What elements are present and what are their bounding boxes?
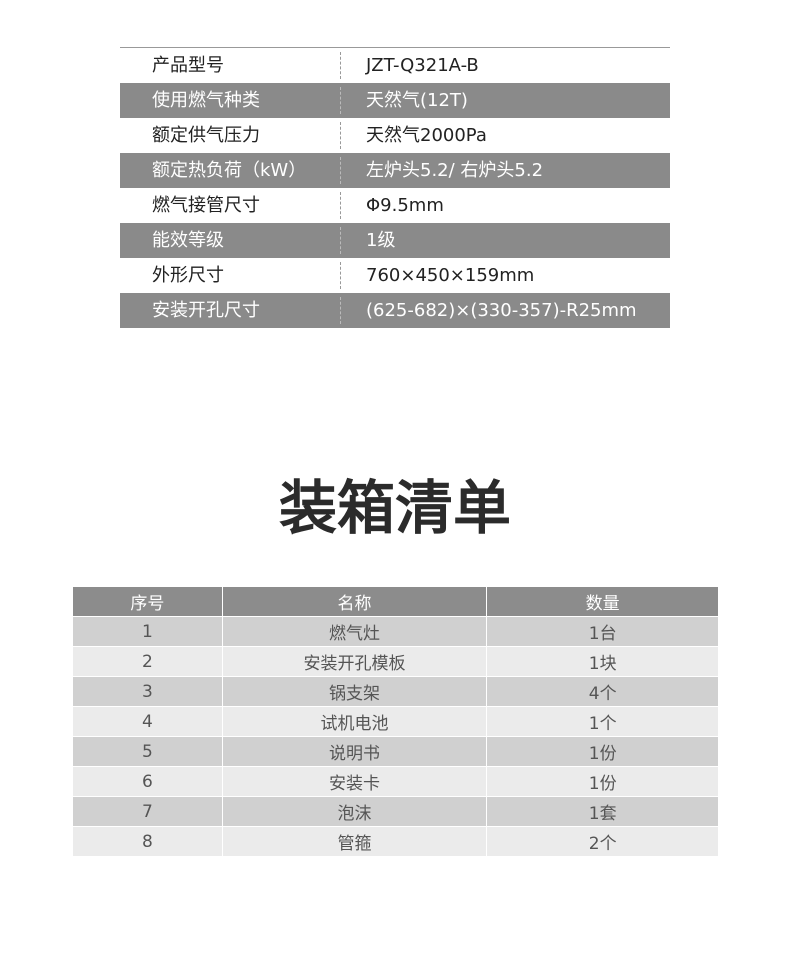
header-cell: 序号 bbox=[72, 586, 223, 617]
spec-row: 能效等级 1级 bbox=[120, 223, 670, 258]
spec-label: 使用燃气种类 bbox=[152, 90, 260, 111]
packing-table: 序号 名称 数量 1 燃气灶 1台 2 安装开孔模板 1块 3 锅支架 4个 4 试机电池 1个 5 说明书 1… bbox=[72, 586, 719, 857]
packing-title: 装箱清单 bbox=[278, 474, 511, 542]
header-cell: 数量 bbox=[486, 586, 719, 617]
divider bbox=[340, 262, 341, 289]
divider bbox=[340, 227, 341, 254]
cell: 安装开孔模板 bbox=[221, 646, 488, 677]
packing-row: 1 燃气灶 1台 bbox=[72, 616, 719, 647]
spec-row: 额定热负荷（kW） 左炉头5.2/ 右炉头5.2 bbox=[120, 153, 670, 188]
cell: 1 bbox=[72, 616, 223, 647]
cell: 4个 bbox=[486, 676, 719, 707]
divider bbox=[340, 52, 341, 79]
cell: 安装卡 bbox=[221, 766, 488, 797]
cell: 4 bbox=[72, 706, 223, 737]
cell: 试机电池 bbox=[221, 706, 488, 737]
divider bbox=[340, 122, 341, 149]
spec-value: Φ9.5mm bbox=[366, 195, 444, 216]
cell: 管箍 bbox=[221, 826, 488, 857]
spec-value: 天然气(12T) bbox=[366, 90, 468, 111]
spec-value: 760×450×159mm bbox=[366, 265, 535, 286]
cell: 8 bbox=[72, 826, 223, 857]
cell: 1个 bbox=[486, 706, 719, 737]
spec-label: 能效等级 bbox=[152, 230, 224, 251]
spec-row: 安装开孔尺寸 (625-682)×(330-357)-R25mm bbox=[120, 293, 670, 328]
cell: 2 bbox=[72, 646, 223, 677]
divider bbox=[340, 157, 341, 184]
header-row: 序号 名称 数量 bbox=[72, 586, 719, 617]
spec-row: 产品型号 JZT-Q321A-B bbox=[120, 48, 670, 83]
spec-label: 额定热负荷（kW） bbox=[152, 160, 307, 181]
cell: 锅支架 bbox=[221, 676, 488, 707]
divider bbox=[340, 297, 341, 324]
cell: 燃气灶 bbox=[221, 616, 488, 647]
packing-row: 2 安装开孔模板 1块 bbox=[72, 646, 719, 677]
cell: 2个 bbox=[486, 826, 719, 857]
packing-row: 3 锅支架 4个 bbox=[72, 676, 719, 707]
spec-label: 额定供气压力 bbox=[152, 125, 260, 146]
spec-value: 天然气2000Pa bbox=[366, 125, 487, 146]
spec-value: (625-682)×(330-357)-R25mm bbox=[366, 300, 637, 321]
spec-value: 左炉头5.2/ 右炉头5.2 bbox=[366, 160, 544, 181]
header-cell: 名称 bbox=[221, 586, 488, 617]
cell: 1份 bbox=[486, 766, 719, 797]
cell: 说明书 bbox=[221, 736, 488, 767]
spec-value: 1级 bbox=[366, 230, 396, 251]
cell: 6 bbox=[72, 766, 223, 797]
spec-row: 外形尺寸 760×450×159mm bbox=[120, 258, 670, 293]
cell: 1块 bbox=[486, 646, 719, 677]
spec-row: 使用燃气种类 天然气(12T) bbox=[120, 83, 670, 118]
cell: 7 bbox=[72, 796, 223, 827]
packing-row: 6 安装卡 1份 bbox=[72, 766, 719, 797]
divider bbox=[340, 87, 341, 114]
cell: 1台 bbox=[486, 616, 719, 647]
spec-value: JZT-Q321A-B bbox=[366, 55, 479, 76]
cell: 1套 bbox=[486, 796, 719, 827]
spec-label: 产品型号 bbox=[152, 55, 224, 76]
packing-row: 8 管箍 2个 bbox=[72, 826, 719, 857]
spec-label: 燃气接管尺寸 bbox=[152, 195, 260, 216]
cell: 1份 bbox=[486, 736, 719, 767]
spec-table: 产品型号 JZT-Q321A-B 使用燃气种类 天然气(12T) 额定供气压力 天然气20… bbox=[120, 47, 670, 328]
cell: 5 bbox=[72, 736, 223, 767]
packing-row: 7 泡沫 1套 bbox=[72, 796, 719, 827]
spec-label: 安装开孔尺寸 bbox=[152, 300, 260, 321]
divider bbox=[340, 192, 341, 219]
spec-row: 额定供气压力 天然气2000Pa bbox=[120, 118, 670, 153]
packing-row: 5 说明书 1份 bbox=[72, 736, 719, 767]
cell: 泡沫 bbox=[221, 796, 488, 827]
packing-row: 4 试机电池 1个 bbox=[72, 706, 719, 737]
cell: 3 bbox=[72, 676, 223, 707]
spec-label: 外形尺寸 bbox=[152, 265, 224, 286]
spec-row: 燃气接管尺寸 Φ9.5mm bbox=[120, 188, 670, 223]
